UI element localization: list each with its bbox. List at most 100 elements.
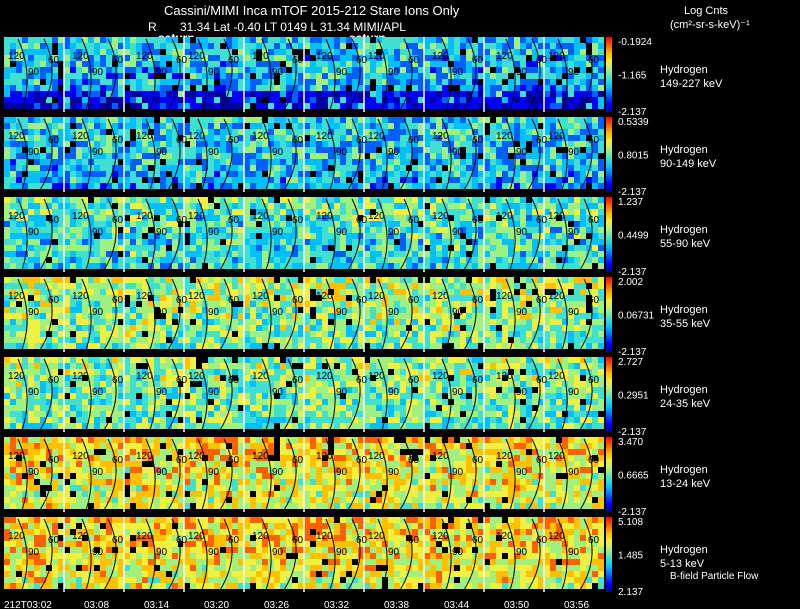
pitch-angle-label: 60 [228, 135, 240, 146]
pitch-angle-label: 90 [516, 147, 528, 158]
contour-60 [103, 518, 117, 591]
pitch-angle-label: 60 [356, 135, 368, 146]
colorbar-max-label: 1.237 [618, 197, 643, 208]
pitch-angle-label: 90 [516, 547, 528, 558]
contour-60 [399, 198, 413, 271]
pitch-angle-label: 120 [188, 131, 205, 142]
time-tick-label: 03:26 [264, 600, 289, 609]
contour-60 [527, 278, 541, 351]
pitch-angle-label: 60 [228, 375, 240, 386]
pitch-angle-label: 60 [472, 135, 484, 146]
colorbar-min-label: -2.137 [618, 507, 647, 518]
pitch-angle-label: 60 [472, 455, 484, 466]
pitch-angle-label: 90 [568, 227, 580, 238]
pitch-angle-label: 120 [136, 131, 153, 142]
pitch-angle-label: 120 [8, 531, 25, 542]
contour-120 [505, 358, 516, 431]
contour-60 [219, 278, 233, 351]
pitch-angle-label: 60 [472, 215, 484, 226]
contour-120 [441, 198, 452, 271]
contour-120 [325, 358, 336, 431]
pitch-angle-label: 120 [252, 211, 269, 222]
contour-60 [103, 198, 117, 271]
energy-label: 5-13 keV [660, 558, 705, 570]
contour-120 [197, 118, 208, 191]
contour-60 [219, 518, 233, 591]
contour-120 [17, 518, 28, 591]
pitch-angle-label: 90 [388, 467, 400, 478]
energy-label: 90-149 keV [660, 158, 717, 170]
contour-60 [527, 118, 541, 191]
pitch-angle-label: 90 [272, 467, 284, 478]
pitch-angle-label: 120 [188, 531, 205, 542]
contour-120 [377, 438, 388, 511]
contour-60 [399, 118, 413, 191]
pitch-angle-label: 90 [92, 547, 104, 558]
contour-120 [261, 198, 272, 271]
contour-120 [377, 118, 388, 191]
energy-label: 24-35 keV [660, 398, 711, 410]
pitch-angle-label: 60 [472, 535, 484, 546]
pitch-angle-label: 90 [92, 227, 104, 238]
pitch-angle-label: 60 [176, 535, 188, 546]
pitch-angle-label: 120 [496, 291, 513, 302]
contour-60 [283, 518, 297, 591]
pitch-angle-label: 120 [72, 51, 89, 62]
pitch-angle-label: 60 [536, 135, 548, 146]
contour-120 [197, 518, 208, 591]
contour-60 [527, 358, 541, 431]
contour-60 [463, 518, 477, 591]
contour-120 [325, 198, 336, 271]
pitch-angle-label: 60 [472, 55, 484, 66]
contour-120 [17, 278, 28, 351]
pitch-angle-label: 60 [228, 215, 240, 226]
energy-label: 149-227 keV [660, 78, 723, 90]
pitch-angle-label: 90 [156, 147, 168, 158]
contour-60 [399, 518, 413, 591]
pitch-angle-label: 90 [388, 147, 400, 158]
pitch-angle-label: 120 [188, 451, 205, 462]
pitch-angle-label: 60 [112, 215, 124, 226]
pitch-angle-label: 90 [568, 67, 580, 78]
pitch-angle-label: 90 [92, 467, 104, 478]
contour-120 [145, 278, 156, 351]
contour-120 [505, 38, 516, 111]
pitch-angle-label: 120 [432, 291, 449, 302]
position-readout: 31.34 Lat -0.40 LT 0149 L 31.34 MIMI/APL [180, 20, 406, 34]
pitch-angle-label: 60 [48, 135, 60, 146]
contour-120 [261, 38, 272, 111]
contour-120 [81, 438, 92, 511]
contour-120 [325, 278, 336, 351]
contour-120 [377, 358, 388, 431]
pitch-angle-label: 120 [316, 371, 333, 382]
pitch-angle-label: 90 [388, 387, 400, 398]
contour-120 [145, 118, 156, 191]
contour-120 [197, 438, 208, 511]
pitch-angle-label: 90 [452, 307, 464, 318]
contour-60 [167, 198, 181, 271]
contour-60 [347, 118, 361, 191]
pitch-angle-label: 90 [28, 67, 40, 78]
pitch-angle-label: 90 [272, 67, 284, 78]
pitch-angle-label: 120 [8, 371, 25, 382]
time-tick-label: 03:56 [564, 600, 589, 609]
contour-120 [145, 518, 156, 591]
colorbar-mid-label: 0.2951 [618, 391, 649, 402]
pitch-angle-label: 120 [548, 531, 565, 542]
contour-120 [81, 358, 92, 431]
contour-60 [463, 438, 477, 511]
contour-60 [167, 38, 181, 111]
contour-120 [557, 118, 568, 191]
contour-120 [197, 38, 208, 111]
pitch-angle-label: 90 [28, 467, 40, 478]
pitch-angle-label: 60 [408, 295, 420, 306]
contour-120 [325, 118, 336, 191]
contour-60 [463, 198, 477, 271]
contour-60 [283, 38, 297, 111]
contour-60 [39, 438, 53, 511]
pitch-angle-label: 120 [188, 371, 205, 382]
contour-60 [39, 198, 53, 271]
contour-60 [103, 358, 117, 431]
